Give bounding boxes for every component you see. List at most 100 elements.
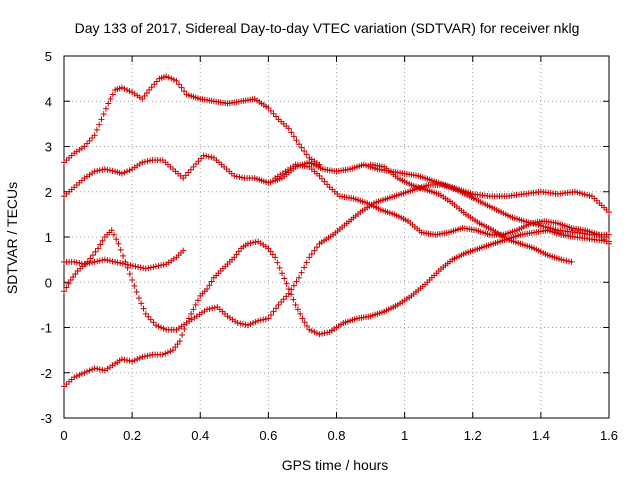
data-point [118,356,125,363]
data-point [250,319,257,326]
data-point [135,295,142,302]
data-point [198,155,205,162]
data-point [306,326,313,333]
data-point [159,351,166,358]
data-point [139,159,146,166]
data-point [155,262,162,269]
data-point [321,178,328,185]
data-point [183,319,190,326]
data-point [308,250,315,257]
data-point [181,88,188,95]
data-point [144,352,151,359]
data-point [606,240,612,247]
data-point [120,252,127,259]
data-point [142,265,149,272]
data-point [211,304,218,311]
data-point [70,273,77,280]
data-point [139,95,146,102]
data-point [109,167,116,174]
data-point [91,258,98,265]
data-point [290,133,297,140]
y-tick-label: 0 [45,275,52,290]
data-point [158,262,165,269]
data-point [244,240,251,247]
data-point [265,245,272,252]
data-point [269,251,276,258]
y-tick-label: 5 [45,49,52,64]
data-point [179,332,186,339]
data-point [127,262,134,269]
data-point [158,324,165,331]
data-point [131,357,138,364]
data-point [94,167,101,174]
data-point [311,247,318,254]
data-point [146,86,153,93]
data-point [147,157,154,164]
data-point [124,86,131,93]
data-point [121,169,128,176]
data-point [162,350,169,357]
data-point [239,321,246,328]
data-point [279,270,285,277]
data-point [278,299,285,306]
data-point [71,374,78,381]
data-point [147,264,154,271]
data-point [195,158,202,165]
data-point [96,121,103,128]
data-point [126,88,133,95]
data-point [99,237,106,244]
data-point [86,367,93,374]
data-point [308,327,315,334]
data-point [152,263,159,270]
data-point [126,167,133,174]
data-point [129,262,136,269]
data-point [138,300,145,307]
data-point [67,276,74,283]
data-point [72,270,79,277]
data-point [188,310,195,317]
data-point [124,357,131,364]
data-point [204,306,211,313]
data-point [296,274,303,281]
data-point [121,356,128,363]
data-point [270,308,277,315]
data-point [98,116,105,123]
data-point [236,174,243,181]
y-axis-ticks: -3 -2 -1 0 1 2 3 4 5 [40,49,609,426]
data-point [91,132,98,139]
data-point [285,125,292,132]
data-point [301,319,308,326]
data-point [81,369,88,376]
data-point [324,181,331,188]
data-point [319,330,326,337]
data-point [242,321,249,328]
data-point [244,322,251,329]
data-point [139,353,146,360]
data-point [272,254,279,261]
x-tick-label: 0.2 [123,428,141,443]
data-point [99,166,106,173]
data-point [274,259,281,266]
data-point [104,257,111,264]
data-point [94,258,101,265]
data-point [129,358,136,365]
data-point [81,143,88,150]
y-tick-label: -3 [40,411,52,426]
data-point [262,316,269,323]
data-point [78,370,85,377]
data-point [86,137,93,144]
data-point [252,318,259,325]
data-point [164,349,171,356]
data-point [87,255,94,262]
data-point [122,258,129,265]
data-point [104,166,111,173]
y-tick-label: -2 [40,366,52,381]
data-point [321,330,328,337]
data-point [301,264,308,271]
data-point [208,278,215,285]
data-point [117,246,124,253]
data-point [141,353,148,360]
data-point [108,227,115,234]
data-point [136,355,143,362]
